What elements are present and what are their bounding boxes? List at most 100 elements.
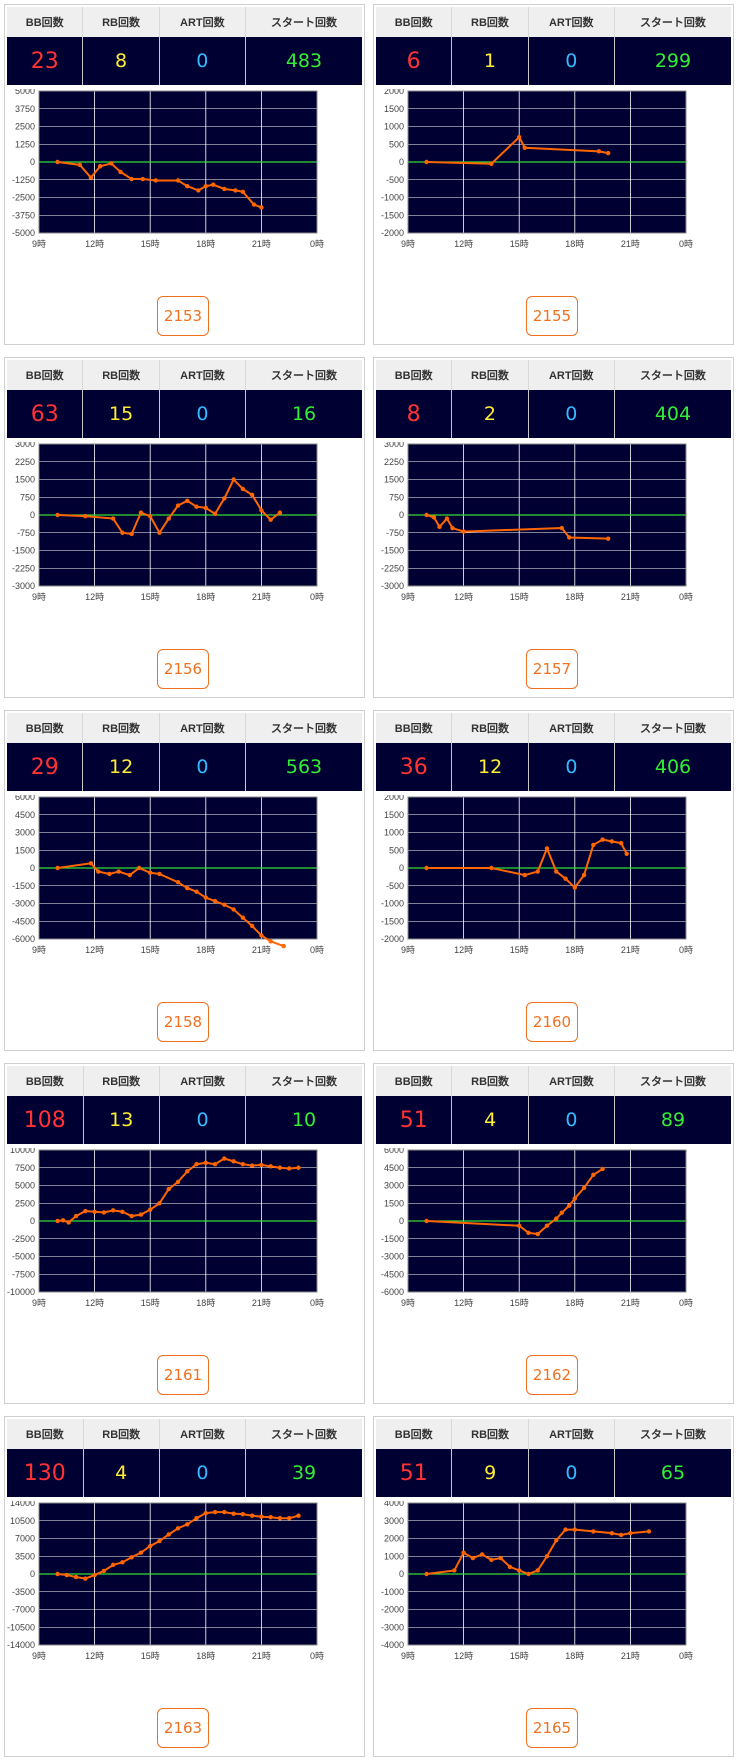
y-tick-label: -1500 bbox=[12, 881, 35, 891]
machine-number-button[interactable]: 2162 bbox=[526, 1355, 578, 1395]
value-start: 299 bbox=[614, 37, 731, 85]
y-tick-label: -1500 bbox=[381, 546, 404, 556]
x-tick-label: 9時 bbox=[32, 592, 46, 602]
data-point bbox=[489, 865, 494, 871]
data-point bbox=[109, 161, 114, 166]
value-rb: 9 bbox=[451, 1449, 529, 1497]
y-tick-label: -500 bbox=[386, 175, 404, 185]
data-point bbox=[166, 1186, 171, 1192]
y-tick-label: -2500 bbox=[12, 193, 35, 203]
plot-border bbox=[407, 796, 687, 940]
data-point bbox=[203, 505, 208, 511]
machine-number-button[interactable]: 2160 bbox=[526, 1002, 578, 1042]
header-bb: BB回数 bbox=[7, 360, 84, 390]
data-point bbox=[203, 183, 208, 189]
plot-border bbox=[38, 1502, 318, 1646]
y-tick-label: 3000 bbox=[384, 442, 404, 449]
data-point bbox=[581, 872, 587, 878]
data-point bbox=[535, 1568, 540, 1573]
data-point bbox=[212, 1509, 218, 1515]
data-point bbox=[96, 869, 101, 874]
x-tick-label: 12時 bbox=[85, 239, 104, 249]
x-tick-label: 0時 bbox=[679, 1298, 693, 1308]
value-bb: 29 bbox=[7, 743, 84, 791]
data-point bbox=[136, 865, 142, 871]
history-chart: 9時 12時 15時 18時 21時 0時 2000 1500 1000 500 0 -500 -100… bbox=[381, 89, 693, 249]
value-start: 39 bbox=[245, 1449, 362, 1497]
y-tick-label: 3000 bbox=[15, 442, 35, 449]
y-tick-label: -3000 bbox=[12, 899, 35, 909]
y-tick-label: 1000 bbox=[384, 122, 404, 132]
value-start: 16 bbox=[245, 390, 362, 438]
data-point bbox=[185, 1169, 190, 1174]
data-point bbox=[194, 504, 199, 509]
value-art: 0 bbox=[528, 37, 615, 85]
data-point bbox=[88, 175, 94, 180]
plot-border bbox=[407, 443, 687, 587]
header-bb: BB回数 bbox=[376, 713, 453, 743]
data-point bbox=[185, 498, 190, 503]
machine-number-button[interactable]: 2155 bbox=[526, 296, 578, 336]
data-point bbox=[567, 1203, 572, 1208]
y-tick-label: 1500 bbox=[384, 104, 404, 114]
y-tick-label: -3750 bbox=[12, 210, 35, 220]
x-tick-label: 18時 bbox=[565, 1298, 584, 1308]
y-tick-label: 7000 bbox=[15, 1534, 35, 1544]
y-tick-label: 0 bbox=[30, 1569, 35, 1579]
x-tick-label: 18時 bbox=[565, 239, 584, 249]
value-start: 65 bbox=[614, 1449, 731, 1497]
data-point bbox=[544, 846, 550, 851]
data-point bbox=[605, 536, 611, 541]
data-point bbox=[572, 1196, 577, 1201]
value-rb: 15 bbox=[82, 390, 160, 438]
machine-number-button[interactable]: 2156 bbox=[157, 649, 209, 689]
y-tick-label: 0 bbox=[30, 863, 35, 873]
y-tick-label: 3500 bbox=[15, 1551, 35, 1561]
value-bb: 8 bbox=[376, 390, 453, 438]
data-point bbox=[591, 1529, 596, 1534]
data-point bbox=[424, 512, 429, 518]
x-tick-label: 21時 bbox=[252, 945, 271, 955]
data-point bbox=[609, 1530, 615, 1536]
y-tick-label: 3000 bbox=[384, 1516, 404, 1526]
machine-number-button[interactable]: 2157 bbox=[526, 649, 578, 689]
x-tick-label: 15時 bbox=[510, 592, 529, 602]
plot-border bbox=[407, 1149, 687, 1293]
data-point bbox=[600, 1166, 605, 1172]
header-rb: RB回数 bbox=[451, 360, 529, 390]
data-point bbox=[55, 1218, 60, 1224]
y-tick-label: 6000 bbox=[384, 1148, 404, 1155]
x-tick-label: 12時 bbox=[454, 592, 473, 602]
header-art: ART回数 bbox=[528, 360, 615, 390]
data-point bbox=[259, 1162, 264, 1168]
data-point bbox=[268, 517, 273, 522]
y-tick-label: 0 bbox=[399, 863, 404, 873]
data-point bbox=[120, 530, 125, 535]
machine-number-button[interactable]: 2153 bbox=[157, 296, 209, 336]
value-start: 483 bbox=[245, 37, 362, 85]
data-point bbox=[296, 1513, 301, 1518]
y-tick-label: 2000 bbox=[384, 795, 404, 802]
machine-number-button[interactable]: 2165 bbox=[526, 1708, 578, 1748]
data-point bbox=[157, 871, 162, 877]
y-tick-label: 1250 bbox=[15, 139, 35, 149]
y-tick-label: -10500 bbox=[7, 1622, 35, 1632]
plot-border bbox=[38, 796, 318, 940]
machine-number-button[interactable]: 2158 bbox=[157, 1002, 209, 1042]
data-point bbox=[628, 1530, 633, 1536]
value-rb: 13 bbox=[83, 1096, 160, 1144]
data-point bbox=[194, 1516, 199, 1521]
header-bb: BB回数 bbox=[7, 1419, 84, 1449]
data-point bbox=[240, 915, 246, 920]
x-tick-label: 15時 bbox=[510, 1298, 529, 1308]
machine-number-button[interactable]: 2163 bbox=[157, 1708, 209, 1748]
y-tick-label: 4000 bbox=[384, 1501, 404, 1508]
x-tick-label: 0時 bbox=[679, 945, 693, 955]
x-tick-label: 12時 bbox=[85, 945, 104, 955]
data-point bbox=[97, 164, 103, 169]
value-bb: 6 bbox=[376, 37, 453, 85]
header-rb: RB回数 bbox=[82, 7, 160, 37]
machine-number-button[interactable]: 2161 bbox=[157, 1355, 209, 1395]
x-tick-label: 9時 bbox=[401, 592, 415, 602]
y-tick-label: 1500 bbox=[15, 475, 35, 485]
